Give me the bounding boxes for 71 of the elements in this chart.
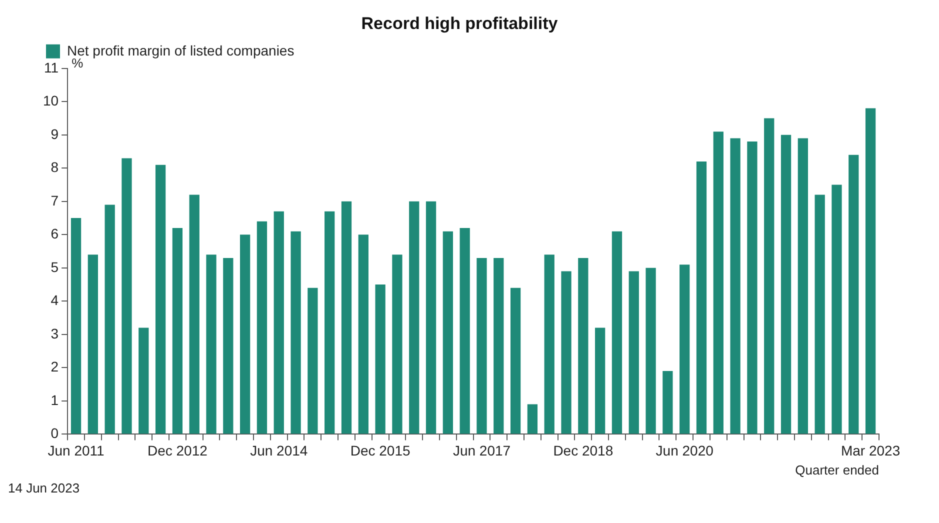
bar xyxy=(240,234,250,434)
bar xyxy=(798,138,808,434)
chart-title: Record high profitability xyxy=(361,14,558,33)
x-tick-label: Jun 2014 xyxy=(250,442,308,458)
bar xyxy=(595,328,606,434)
bar xyxy=(206,254,216,434)
bar xyxy=(155,164,166,434)
x-tick-label: Dec 2015 xyxy=(350,442,410,458)
bar xyxy=(274,211,284,434)
x-tick-label: Jun 2011 xyxy=(48,442,105,458)
text: 14 Jun 2023 xyxy=(8,480,80,496)
bar xyxy=(426,201,436,434)
bar xyxy=(578,258,588,434)
y-tick-label: 10 xyxy=(42,92,59,109)
bar xyxy=(780,134,792,434)
bar xyxy=(865,108,876,434)
y-tick-label: 4 xyxy=(50,292,59,308)
bar xyxy=(510,288,521,434)
y-tick-label: 7 xyxy=(50,192,59,208)
bar xyxy=(747,142,758,434)
bar xyxy=(358,234,368,434)
x-tick-label: Dec 2012 xyxy=(147,442,208,458)
bar xyxy=(544,254,554,434)
bar xyxy=(814,194,825,434)
bar xyxy=(88,254,98,434)
bar xyxy=(308,288,318,434)
bar xyxy=(561,271,572,434)
x-tick-label: Jun 2017 xyxy=(452,442,511,458)
bar xyxy=(646,268,656,434)
bar xyxy=(494,258,504,434)
y-tick-label: 0 xyxy=(50,425,59,442)
x-tick-label: Jun 2020 xyxy=(656,442,714,458)
bar xyxy=(628,271,639,434)
y-tick-label: 3 xyxy=(50,325,59,342)
bar xyxy=(442,231,453,434)
bar xyxy=(392,254,402,434)
bar xyxy=(341,201,352,434)
bar xyxy=(680,264,690,434)
x-tick-label: Dec 2018 xyxy=(553,442,614,458)
bar xyxy=(730,138,740,434)
bar xyxy=(290,231,301,434)
bar xyxy=(172,228,183,434)
bar xyxy=(409,201,420,434)
bar xyxy=(460,228,470,434)
bar xyxy=(612,231,622,434)
bar xyxy=(104,204,115,434)
bar xyxy=(476,258,487,434)
bar xyxy=(848,154,859,434)
y-tick-label: 1 xyxy=(50,392,59,408)
bar xyxy=(324,211,335,434)
bar xyxy=(764,118,774,434)
bar xyxy=(832,184,842,434)
bar xyxy=(527,404,538,434)
x-axis-title: Quarter ended xyxy=(795,462,879,478)
bar xyxy=(256,221,268,434)
y-tick-label: 5 xyxy=(50,258,59,275)
bar xyxy=(70,218,82,434)
y-tick-label: 9 xyxy=(50,126,59,142)
y-tick-label: 8 xyxy=(50,159,59,176)
y-tick-label: 6 xyxy=(50,226,59,242)
x-tick-label: Mar 2023 xyxy=(840,442,900,458)
bar xyxy=(189,194,200,434)
bar xyxy=(138,328,149,434)
bar xyxy=(375,284,386,434)
bar xyxy=(713,132,724,434)
bar xyxy=(696,162,707,434)
y-tick-label: 2 xyxy=(50,358,59,375)
bar xyxy=(122,158,132,434)
bar xyxy=(223,258,234,434)
bar xyxy=(662,371,673,434)
y-tick-label: 11 xyxy=(44,59,59,76)
